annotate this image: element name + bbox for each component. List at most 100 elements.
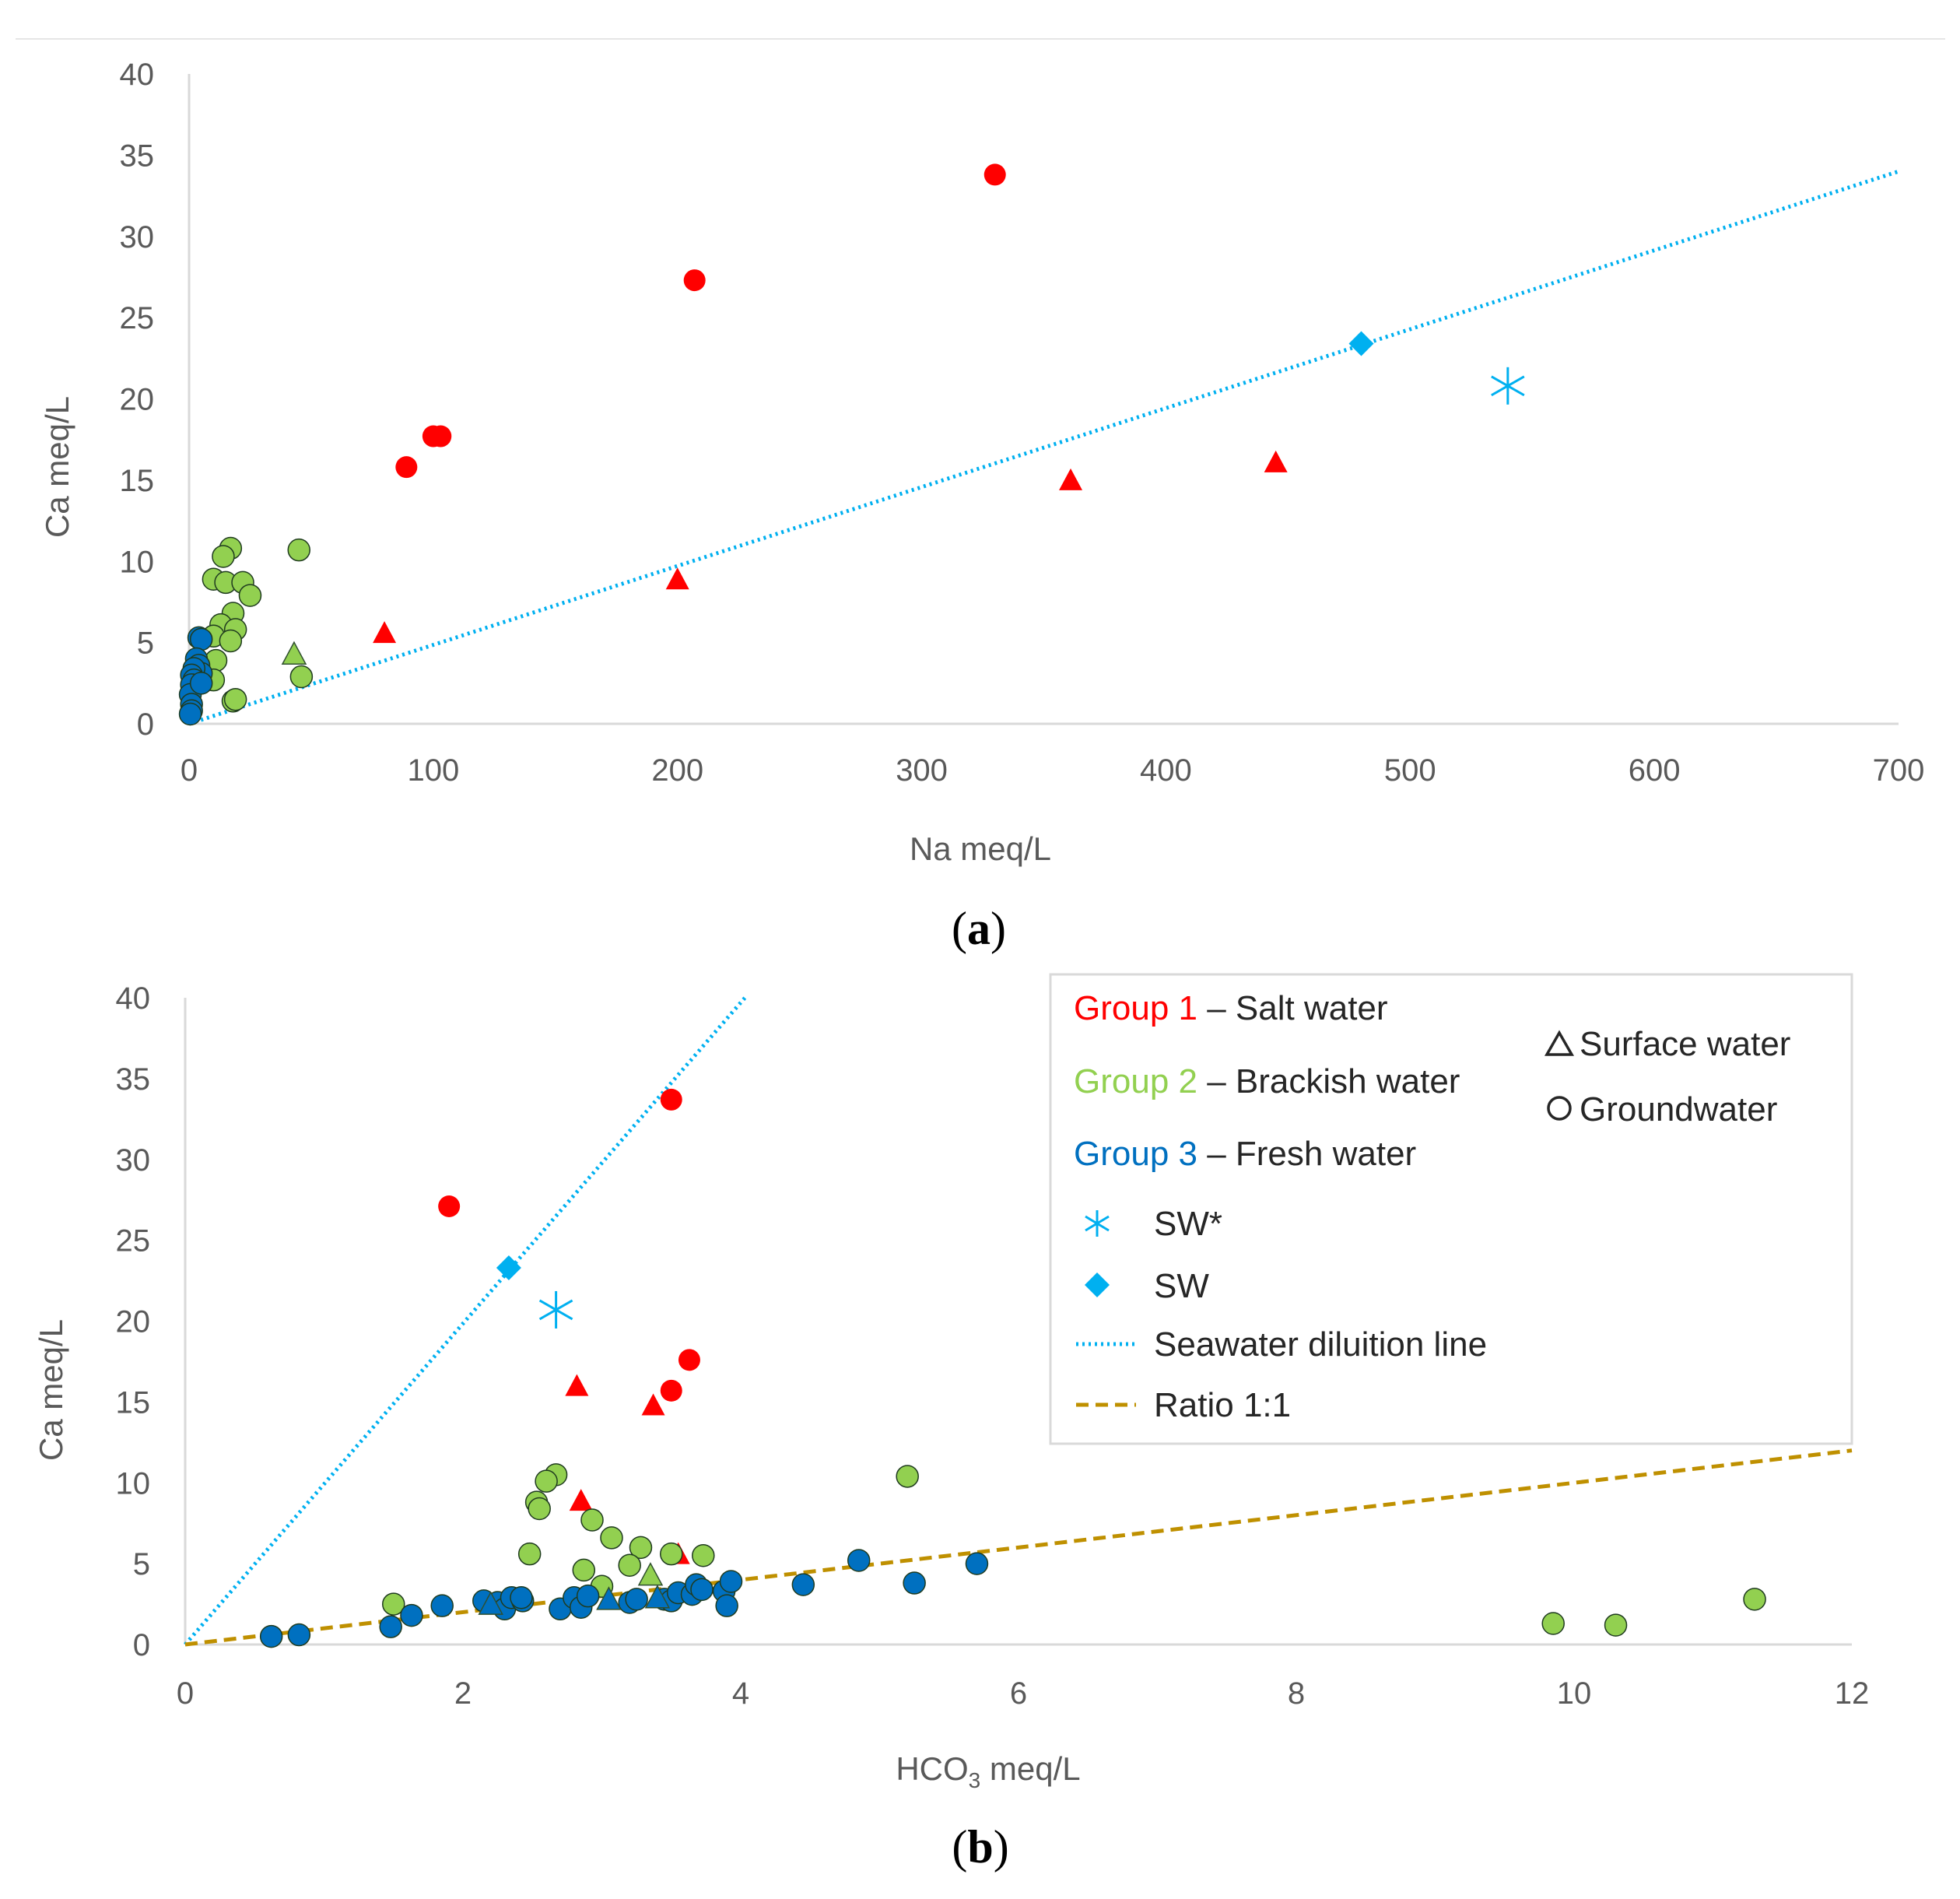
legend-sw-label: SW (1154, 1267, 1209, 1305)
g2-circle-point (692, 1543, 715, 1567)
g3-triangle-point (644, 1585, 671, 1609)
chart-b-x-label-sub: 3 (969, 1768, 981, 1792)
chart-b-x-tick-label: 4 (732, 1676, 749, 1711)
g1-triangle-point (565, 1374, 589, 1396)
chart-a-y-label: Ca meq/L (39, 396, 75, 538)
g2-circle-point (238, 584, 262, 607)
chart-b-y-tick-label: 20 (116, 1305, 151, 1339)
g3-circle-point (625, 1588, 648, 1611)
chart-b-x-tick-label: 0 (177, 1676, 194, 1711)
g3-triangle-point (478, 1591, 503, 1615)
chart-a-panel-letter: a (967, 903, 991, 954)
g2-circle-point (1604, 1613, 1628, 1637)
chart-a-x-tick-label: 700 (1873, 753, 1925, 788)
g2-triangle-point (281, 641, 307, 665)
seawater-dilution-line (184, 996, 747, 1646)
g2-circle-point (896, 1465, 919, 1488)
chart-b: 0 2 4 6 8 10 12 0 5 10 15 20 25 30 35 40 HCO3 meq/L Ca… (33, 973, 1869, 1873)
g3-circle-point (510, 1586, 533, 1609)
chart-b-x-tick-label: 6 (1010, 1676, 1027, 1711)
chart-b-y-tick-label: 35 (116, 1062, 151, 1097)
g3-circle-point (259, 1624, 283, 1648)
legend-group2: Group 2 – Brackish water (1074, 1062, 1460, 1100)
g3-circle-point (400, 1603, 423, 1627)
g1-circle-point (430, 425, 452, 448)
g1-triangle-point (569, 1489, 593, 1511)
chart-a-y-tick-label: 30 (120, 220, 155, 254)
chart-a-y-tick-label: 35 (120, 139, 155, 173)
g2-circle-point (580, 1508, 604, 1532)
g2-circle-point (517, 1542, 542, 1566)
g2-circle-point (223, 687, 247, 711)
chart-b-y-label: Ca meq/L (33, 1319, 69, 1461)
g3-circle-point (715, 1594, 738, 1617)
legend-dilution-label: Seawater diluition line (1154, 1325, 1487, 1364)
g1-circle-point (678, 1349, 700, 1371)
g3-circle-point (430, 1594, 454, 1617)
chart-a-x-tick-label: 500 (1384, 753, 1436, 788)
chart-a-y-tick-label: 0 (137, 707, 154, 742)
g2-circle-point (600, 1526, 623, 1550)
chart-b-x-label: HCO3 meq/L (896, 1750, 1080, 1792)
g2-circle-point (212, 545, 235, 568)
g2-circle-point (660, 1542, 683, 1566)
g1-circle-point (660, 1088, 682, 1111)
sw-diamond-point (1348, 331, 1374, 356)
legend-group2-name: Group 2 (1074, 1062, 1197, 1100)
g3-circle-point (903, 1571, 926, 1595)
chart-a-x-tick-label: 200 (651, 753, 703, 788)
chart-a-x-tick-label: 0 (181, 753, 198, 788)
chart-a-y-tick-label: 40 (120, 58, 155, 92)
ratio-1-1-line (184, 1448, 1853, 1647)
g1-triangle-point (641, 1393, 665, 1416)
g2-circle-point (618, 1553, 641, 1577)
g1-triangle-point (1264, 450, 1288, 472)
g2-circle-point (219, 629, 243, 653)
legend-group1-name: Group 1 (1074, 989, 1197, 1027)
g2-circle-point (382, 1592, 405, 1616)
g1-triangle-point (1059, 468, 1083, 490)
legend-circle-icon (1547, 1096, 1572, 1121)
g2-circle-point (572, 1558, 596, 1582)
chart-b-x-tick-label: 8 (1288, 1676, 1305, 1711)
legend-diamond-icon (1085, 1272, 1110, 1297)
chart-b-panel-letter: b (967, 1821, 993, 1873)
chart-a-x-label: Na meq/L (910, 830, 1051, 867)
g3-circle-point (791, 1573, 815, 1596)
g3-triangle-point (596, 1586, 622, 1610)
legend-box (1049, 973, 1853, 1445)
g2-circle-point (629, 1536, 653, 1560)
legend-group3: Group 3 – Fresh water (1074, 1135, 1416, 1173)
chart-b-x-tick-label: 10 (1557, 1676, 1592, 1711)
g3-circle-point (178, 702, 202, 726)
g3-circle-point (690, 1578, 714, 1602)
g2-circle-point (289, 665, 314, 689)
legend-group1-desc: – Salt water (1197, 989, 1388, 1027)
chart-b-y-tick-label: 5 (133, 1547, 150, 1581)
chart-b-y-tick-label: 15 (116, 1385, 151, 1420)
g1-circle-point (395, 456, 418, 479)
chart-a-y-tick-label: 25 (120, 301, 155, 335)
sw-diamond-point (496, 1255, 521, 1280)
g1-circle-point (660, 1379, 682, 1402)
legend-swstar-label: SW* (1154, 1205, 1222, 1243)
chart-b-y-tick-label: 30 (116, 1143, 151, 1178)
chart-a: 0 100 200 300 400 500 600 700 0510152025303540 … (39, 58, 1924, 954)
chart-a-panel-label: (a) (952, 903, 1006, 954)
chart-a-y-tick-label: 15 (120, 464, 155, 498)
chart-b-y-tick-label: 10 (116, 1466, 151, 1501)
chart-a-y-tick-label: 5 (137, 627, 154, 661)
chart-a-x-tick-label: 600 (1629, 753, 1681, 788)
g2-circle-point (535, 1469, 558, 1493)
g3-circle-point (189, 672, 213, 695)
chart-a-x-tick-label: 400 (1140, 753, 1192, 788)
chart-a-y-tick-label: 20 (120, 383, 155, 417)
g2-circle-point (528, 1497, 551, 1521)
g2-circle-point (1541, 1612, 1565, 1635)
g3-circle-point (576, 1584, 600, 1608)
legend-star-icon (1085, 1210, 1110, 1237)
g1-triangle-point (373, 621, 397, 644)
chart-a-x-tick-label: 100 (407, 753, 459, 788)
chart-b-panel-label: (b) (952, 1821, 1008, 1873)
